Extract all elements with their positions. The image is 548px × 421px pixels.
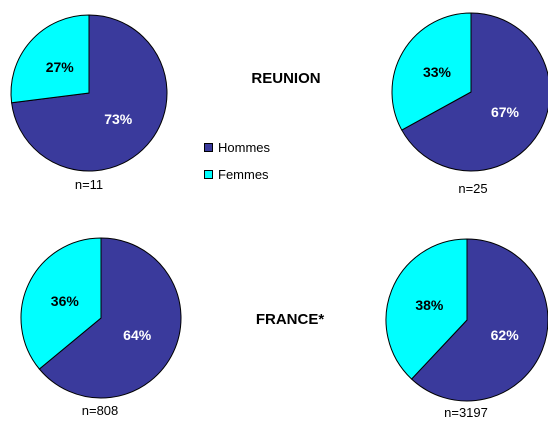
pie-2-slice-hommes bbox=[401, 12, 548, 172]
legend-label-femmes: Femmes bbox=[218, 166, 269, 182]
pie-3-slice-femmes bbox=[20, 237, 102, 370]
pie-chart-3: 64% 36% bbox=[20, 237, 182, 399]
pie-4-label-femmes: 38% bbox=[415, 297, 444, 313]
pie-1-slice-femmes bbox=[10, 14, 90, 104]
pie-4-slice-femmes bbox=[385, 238, 468, 380]
pie-4-slice-hommes bbox=[410, 238, 548, 402]
legend-label-hommes: Hommes bbox=[218, 139, 271, 155]
pie-2-label-hommes: 67% bbox=[491, 104, 520, 120]
legend-item-hommes: Hommes bbox=[204, 138, 270, 156]
pie-1-label-femmes: 27% bbox=[46, 59, 75, 75]
pie-n-label-4: n=3197 bbox=[444, 405, 488, 420]
pie-chart-4: 62% 38% bbox=[385, 238, 548, 402]
legend-swatch-femmes bbox=[204, 169, 213, 179]
pie-n-label-1: n=11 bbox=[74, 177, 104, 192]
legend: Hommes Femmes bbox=[204, 138, 270, 192]
pie-chart-2: 67% 33% bbox=[391, 12, 548, 172]
pie-n-label-2: n=25 bbox=[458, 181, 488, 196]
pie-2-label-femmes: 33% bbox=[423, 64, 452, 80]
legend-swatch-hommes bbox=[204, 142, 213, 152]
pie-4-label-hommes: 62% bbox=[491, 327, 520, 343]
pie-chart-1: 73% 27% bbox=[10, 14, 168, 172]
region-label-reunion: REUNION bbox=[251, 70, 321, 87]
pie-3-label-hommes: 64% bbox=[123, 327, 152, 343]
pie-3-label-femmes: 36% bbox=[51, 293, 80, 309]
pie-2-slice-femmes bbox=[391, 12, 472, 131]
region-label-france: FRANCE* bbox=[255, 311, 325, 328]
pie-1-label-hommes: 73% bbox=[104, 111, 133, 127]
legend-item-femmes: Femmes bbox=[204, 165, 270, 183]
pie-n-label-3: n=808 bbox=[81, 403, 119, 418]
pie-3-slice-hommes bbox=[38, 237, 182, 399]
